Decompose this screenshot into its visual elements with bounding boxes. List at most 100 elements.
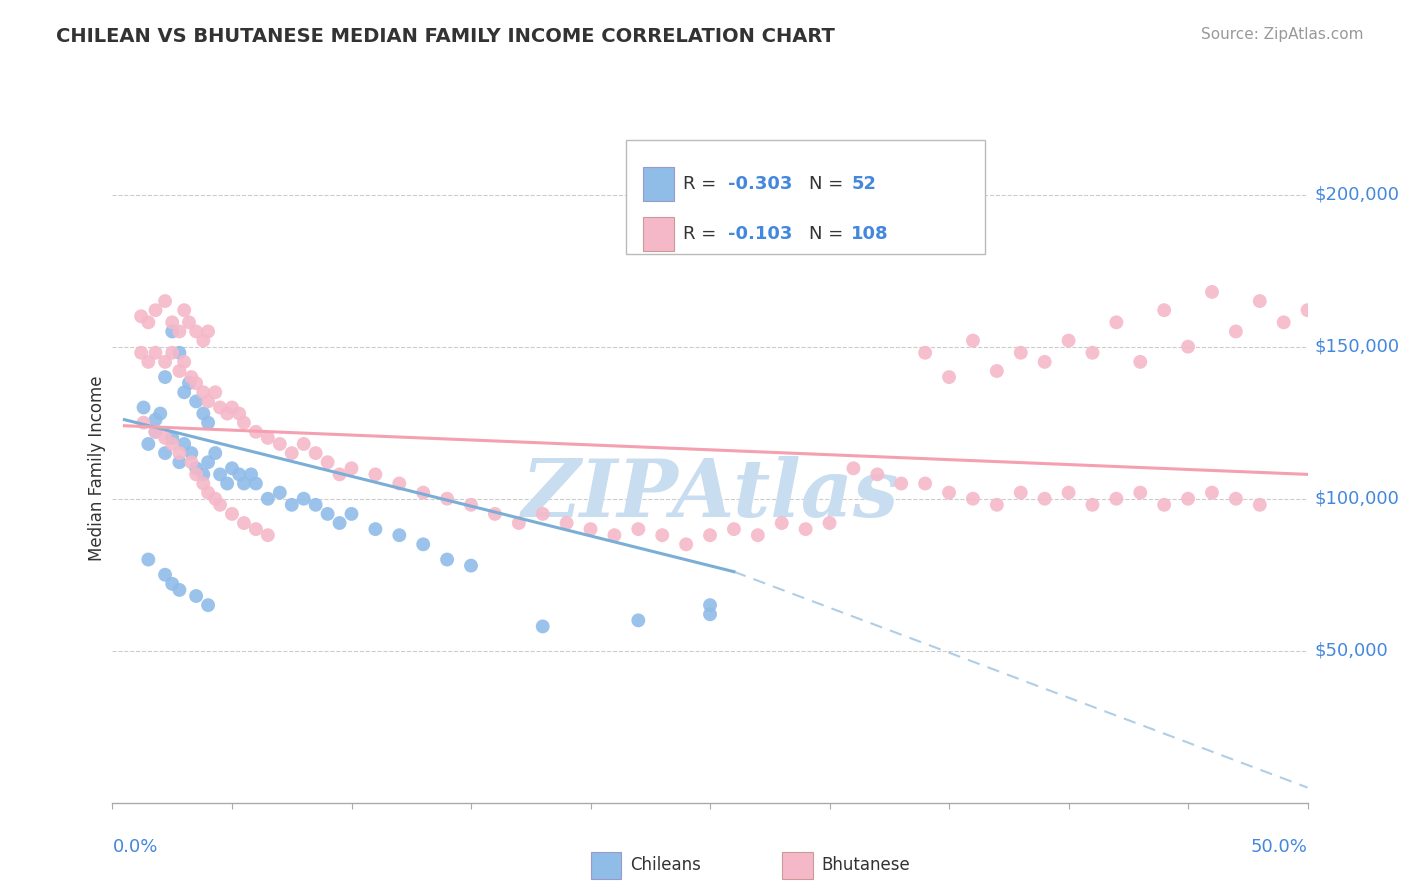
- Point: [138, 552, 160, 566]
- Point: [818, 516, 841, 530]
- Point: [186, 589, 208, 603]
- Point: [890, 476, 912, 491]
- Point: [1010, 345, 1032, 359]
- Text: R =: R =: [683, 175, 721, 193]
- Point: [1010, 485, 1032, 500]
- Point: [364, 467, 387, 482]
- Point: [316, 455, 339, 469]
- Point: [232, 416, 256, 430]
- Point: [1081, 345, 1104, 359]
- Text: CHILEAN VS BHUTANESE MEDIAN FAMILY INCOME CORRELATION CHART: CHILEAN VS BHUTANESE MEDIAN FAMILY INCOM…: [56, 27, 835, 45]
- Point: [675, 537, 697, 551]
- Point: [1296, 303, 1319, 318]
- Point: [217, 407, 239, 421]
- Point: [484, 507, 506, 521]
- Point: [173, 437, 195, 451]
- Point: [1057, 334, 1080, 348]
- Text: $200,000: $200,000: [1315, 186, 1399, 203]
- Point: [169, 325, 191, 339]
- Point: [180, 370, 202, 384]
- Point: [1129, 485, 1152, 500]
- Point: [208, 467, 231, 482]
- Point: [232, 476, 256, 491]
- Text: 0.0%: 0.0%: [112, 838, 157, 856]
- Point: [245, 425, 267, 439]
- Point: [460, 498, 482, 512]
- Point: [173, 385, 195, 400]
- Point: [162, 431, 183, 445]
- Point: [221, 461, 243, 475]
- Point: [292, 491, 315, 506]
- Point: [197, 325, 219, 339]
- Point: [162, 345, 183, 359]
- Point: [153, 370, 176, 384]
- Point: [186, 461, 208, 475]
- Point: [153, 446, 176, 460]
- Point: [388, 476, 411, 491]
- Point: [132, 401, 155, 415]
- Point: [316, 507, 339, 521]
- Point: [269, 485, 291, 500]
- Point: [204, 491, 226, 506]
- Point: [145, 303, 167, 318]
- Point: [169, 345, 191, 359]
- Point: [197, 455, 219, 469]
- Point: [460, 558, 482, 573]
- Point: [1153, 498, 1175, 512]
- Text: 52: 52: [852, 175, 876, 193]
- Point: [842, 461, 865, 475]
- Text: ZIPAtlas: ZIPAtlas: [522, 457, 898, 533]
- Point: [723, 522, 745, 536]
- Text: N =: N =: [810, 175, 849, 193]
- Point: [304, 446, 326, 460]
- Point: [257, 491, 280, 506]
- Point: [153, 567, 176, 582]
- Point: [145, 425, 167, 439]
- Point: [197, 416, 219, 430]
- Point: [186, 467, 208, 482]
- Point: [153, 355, 176, 369]
- Point: [1177, 491, 1199, 506]
- Point: [962, 491, 984, 506]
- Point: [162, 437, 183, 451]
- Point: [145, 412, 167, 426]
- Point: [193, 334, 215, 348]
- Point: [245, 522, 267, 536]
- Text: Source: ZipAtlas.com: Source: ZipAtlas.com: [1201, 27, 1364, 42]
- Text: 50.0%: 50.0%: [1251, 838, 1308, 856]
- Text: Bhutanese: Bhutanese: [821, 856, 910, 874]
- Point: [177, 315, 200, 329]
- Text: Chileans: Chileans: [630, 856, 700, 874]
- Point: [340, 507, 363, 521]
- Point: [186, 325, 208, 339]
- Point: [1033, 355, 1056, 369]
- Point: [962, 334, 984, 348]
- Point: [186, 394, 208, 409]
- Point: [914, 476, 936, 491]
- Point: [132, 416, 155, 430]
- Point: [228, 467, 250, 482]
- Point: [1153, 303, 1175, 318]
- Point: [169, 582, 191, 597]
- Point: [1272, 315, 1295, 329]
- Point: [1201, 285, 1223, 299]
- Point: [328, 516, 352, 530]
- Point: [412, 537, 434, 551]
- Text: R =: R =: [683, 225, 721, 243]
- Point: [328, 467, 352, 482]
- Point: [914, 345, 936, 359]
- Point: [197, 394, 219, 409]
- Point: [240, 467, 263, 482]
- Point: [281, 498, 304, 512]
- Point: [627, 613, 650, 627]
- Point: [1105, 491, 1128, 506]
- Point: [145, 425, 167, 439]
- Point: [232, 516, 256, 530]
- Point: [204, 385, 226, 400]
- Point: [304, 498, 326, 512]
- Point: [129, 345, 152, 359]
- Point: [579, 522, 602, 536]
- Point: [1105, 315, 1128, 329]
- Point: [257, 431, 280, 445]
- Point: [180, 455, 202, 469]
